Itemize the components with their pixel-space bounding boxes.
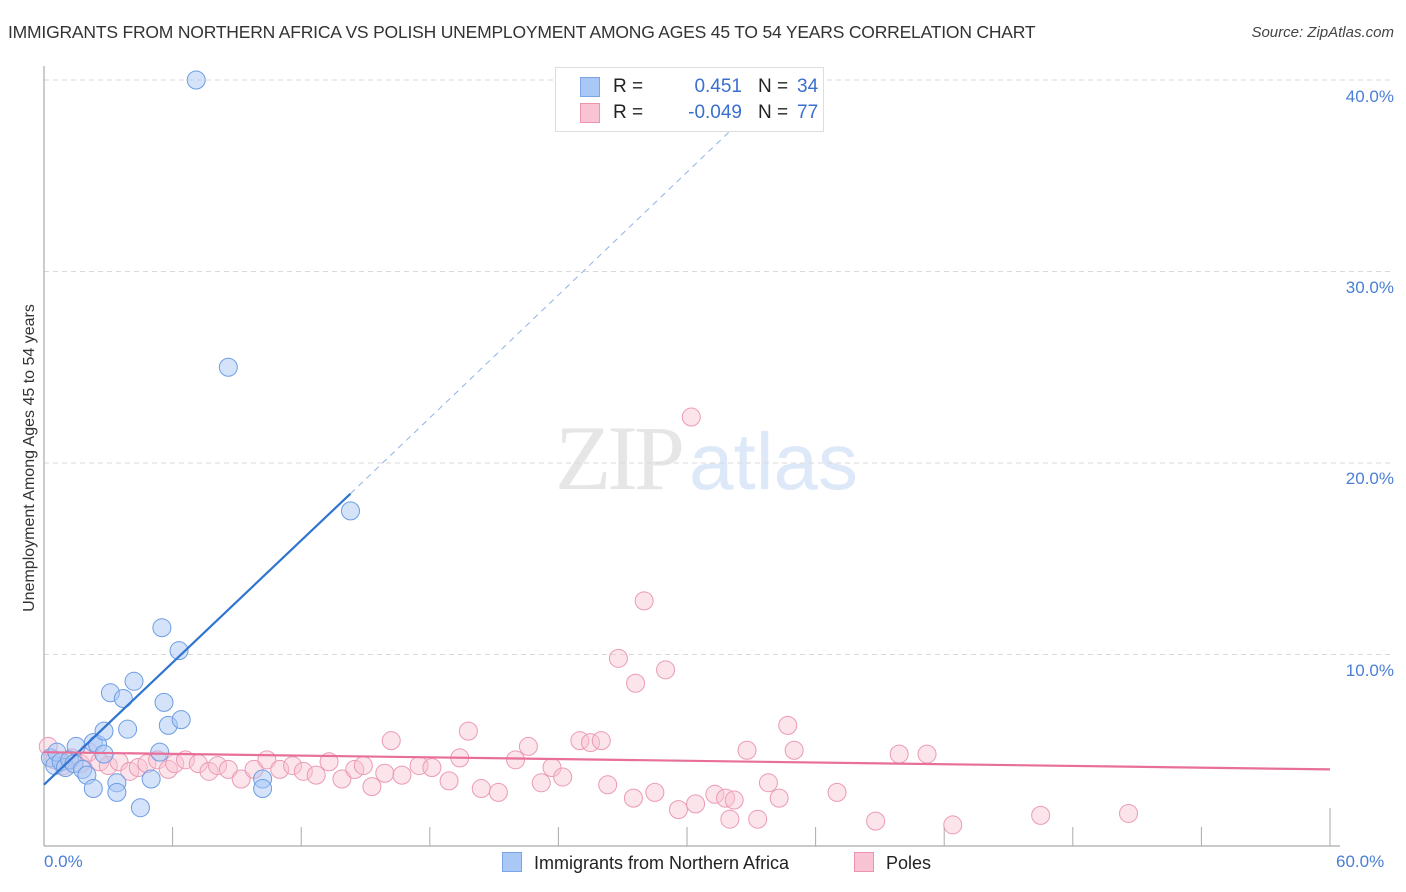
legend-label: Immigrants from Northern Africa [534, 853, 790, 873]
y-axis-label: Unemployment Among Ages 45 to 54 years [21, 304, 38, 612]
n-value: 34 [797, 76, 819, 97]
r-label: R = [613, 76, 644, 97]
chart-title: IMMIGRANTS FROM NORTHERN AFRICA VS POLIS… [8, 22, 1036, 42]
blue-swatch-icon [502, 852, 522, 872]
gridlines [44, 79, 1392, 655]
r-value: 0.451 [694, 76, 742, 97]
axes [43, 66, 1340, 847]
source-credit: Source: ZipAtlas.com [1251, 24, 1394, 41]
y-tick-30: 30.0% [1345, 278, 1394, 297]
legend-label: Poles [886, 853, 932, 873]
pink-swatch-icon [854, 852, 874, 872]
y-tick-10: 10.0% [1345, 661, 1394, 680]
legend-item-poles[interactable]: Poles [854, 852, 931, 874]
blue-swatch-icon [580, 77, 600, 97]
r-value: -0.049 [688, 102, 742, 123]
y-tick-40: 40.0% [1345, 87, 1394, 106]
watermark-zip: ZIP [555, 407, 685, 509]
n-label: N = [758, 76, 789, 97]
y-tick-20: 20.0% [1345, 469, 1394, 488]
r-label: R = [613, 102, 644, 123]
pink-swatch-icon [580, 103, 600, 123]
poles-points [38, 407, 1139, 835]
immigrants-points [40, 70, 360, 818]
trend-lines [43, 79, 1331, 786]
n-value: 77 [797, 102, 819, 123]
watermark-atlas: atlas [689, 417, 858, 506]
legend-item-immigrants[interactable]: Immigrants from Northern Africa [502, 852, 789, 874]
correlation-legend: R = 0.451 N = 34 R = -0.049 N = 77 [555, 67, 824, 132]
n-label: N = [758, 102, 789, 123]
watermark: ZIP atlas [555, 405, 858, 511]
x-tick-60: 60.0% [1336, 852, 1385, 871]
x-tick-0: 0.0% [44, 852, 83, 871]
